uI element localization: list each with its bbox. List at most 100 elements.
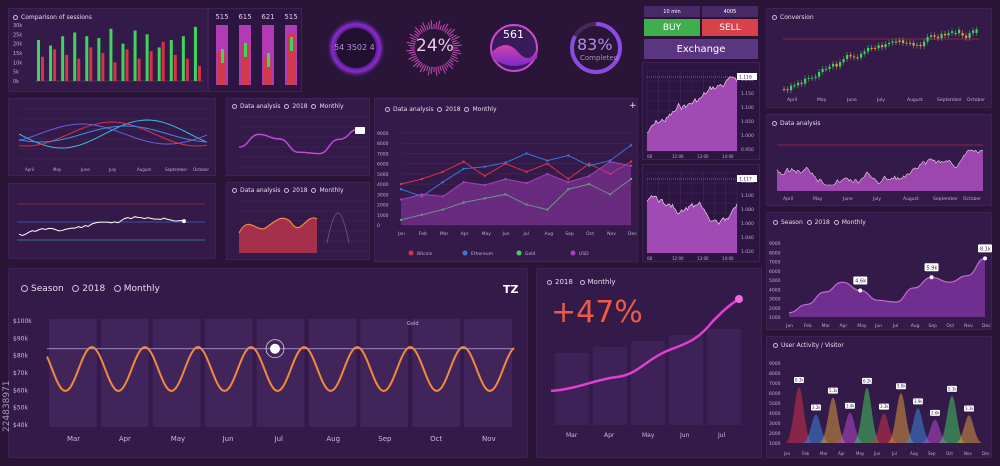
gauge-tick xyxy=(437,66,440,74)
candle xyxy=(940,33,943,39)
y-tick-label: 4000 xyxy=(377,182,389,188)
meter-indicator xyxy=(244,43,247,57)
meter-column: 515 xyxy=(213,13,231,87)
price-tick: 1.060 xyxy=(741,221,754,227)
month-label: Dec xyxy=(628,231,637,237)
gauge-tick xyxy=(449,33,454,38)
buy-button[interactable]: BUY xyxy=(644,19,700,36)
month-label: June xyxy=(846,97,857,103)
session-bar xyxy=(149,51,153,81)
radio-icon[interactable] xyxy=(806,220,812,225)
month-label: Mar xyxy=(440,231,449,237)
candle xyxy=(842,59,845,63)
gauge3-value: 561 xyxy=(503,28,524,41)
radio-icon[interactable] xyxy=(772,121,777,126)
growth-endpoint xyxy=(735,295,743,303)
radio-icon[interactable] xyxy=(464,107,470,112)
radio-icon[interactable] xyxy=(773,220,778,225)
meter-bar xyxy=(216,25,228,85)
radio-icon[interactable] xyxy=(284,104,290,109)
radio-icon[interactable] xyxy=(72,285,80,292)
candlestick-chart: April May June July August September October xyxy=(783,26,985,103)
sessions-panel: Comparison of sessions 30k 25k 20k 15k 10k 5k… xyxy=(8,8,208,92)
price-tick: 1.100 xyxy=(741,105,754,111)
radio-icon[interactable] xyxy=(437,107,443,112)
data-point xyxy=(567,177,570,181)
sell-button[interactable]: SELL xyxy=(702,19,758,36)
gauge-tick xyxy=(426,65,429,71)
activity-panel: User Activity / Visitor 9000 8000 7000 6000… xyxy=(766,336,992,458)
radio-icon[interactable] xyxy=(833,220,839,225)
growth-period: Monthly xyxy=(587,278,616,286)
main-analysis-header: Data analysis 2018 Monthly xyxy=(385,106,497,113)
y-tick-label: 4000 xyxy=(769,287,781,293)
y-tick-label: 2000 xyxy=(769,431,781,437)
session-bar xyxy=(77,58,81,81)
radio-icon[interactable] xyxy=(773,343,778,348)
data-point xyxy=(420,213,424,216)
gauge-tick xyxy=(439,65,442,71)
y-tick-label: 5000 xyxy=(377,172,389,178)
meters-panel: 515 615 621 515 xyxy=(208,8,302,92)
y-tick-label: 7000 xyxy=(769,260,781,266)
interval-select[interactable]: 10 min xyxy=(644,6,700,17)
meter-indicator xyxy=(267,53,270,67)
candle xyxy=(912,43,915,46)
y-tick-label: 6000 xyxy=(769,269,781,275)
y-tick-label: 7000 xyxy=(769,381,781,387)
candle xyxy=(954,33,957,34)
data-point xyxy=(629,177,633,181)
peak-label: 5.9k xyxy=(927,265,938,271)
radio-icon[interactable] xyxy=(21,285,28,292)
month-label: May xyxy=(642,432,655,439)
month-label: Jun xyxy=(679,432,690,439)
data-point xyxy=(420,195,424,198)
price-tick: 1.100 xyxy=(741,193,754,199)
analysis-area xyxy=(239,217,317,253)
month-label: May xyxy=(856,451,865,456)
radio-icon[interactable] xyxy=(547,279,552,285)
radio-icon[interactable] xyxy=(772,15,777,20)
gold-label: Gold xyxy=(407,321,419,327)
series-line xyxy=(18,121,208,147)
radio-icon[interactable] xyxy=(311,188,317,193)
radio-icon[interactable] xyxy=(113,285,121,292)
candle xyxy=(902,40,905,43)
candle xyxy=(853,56,856,58)
gauge-tick xyxy=(452,49,460,52)
data-point xyxy=(399,182,403,186)
radio-icon[interactable] xyxy=(579,279,585,285)
gauge-tick xyxy=(408,55,417,60)
gauge2-ticks xyxy=(406,20,462,76)
month-label: Mar xyxy=(67,435,80,443)
y-tick-label: 10k xyxy=(13,60,22,66)
data-point xyxy=(587,174,591,178)
add-icon[interactable]: + xyxy=(629,101,637,111)
candle xyxy=(933,35,936,37)
radio-icon[interactable] xyxy=(385,107,390,112)
main-analysis-panel: Data analysis 2018 Monthly + 9000 8000 700… xyxy=(374,98,638,262)
gauge-tick xyxy=(422,65,427,72)
radio-icon[interactable] xyxy=(284,188,290,193)
data-point xyxy=(420,177,424,181)
activity-label: 3.1k xyxy=(965,406,974,411)
radio-icon[interactable] xyxy=(232,104,237,109)
candle xyxy=(811,77,814,79)
gauge-tick xyxy=(410,36,417,41)
radio-icon[interactable] xyxy=(232,188,237,193)
series-line xyxy=(18,125,208,143)
exchange-button[interactable]: Exchange xyxy=(644,39,758,59)
month-label: May xyxy=(482,231,492,237)
month-label: Apr xyxy=(838,451,845,456)
radio-icon[interactable] xyxy=(311,104,317,109)
side-id-text: 224838971 xyxy=(2,380,12,432)
session-bar xyxy=(97,38,101,81)
month-label: Aug xyxy=(911,323,920,329)
amount-input[interactable]: 4005 xyxy=(702,6,758,17)
growth-panel: 2018 Monthly +47% Mar Apr May Jun Jul xyxy=(536,268,762,458)
radio-icon[interactable] xyxy=(13,15,18,20)
activity-label: 3.2k xyxy=(812,405,821,410)
meter-fill xyxy=(264,58,272,85)
sessions-title: Comparison of sessions xyxy=(21,14,92,21)
data-point xyxy=(525,181,528,185)
